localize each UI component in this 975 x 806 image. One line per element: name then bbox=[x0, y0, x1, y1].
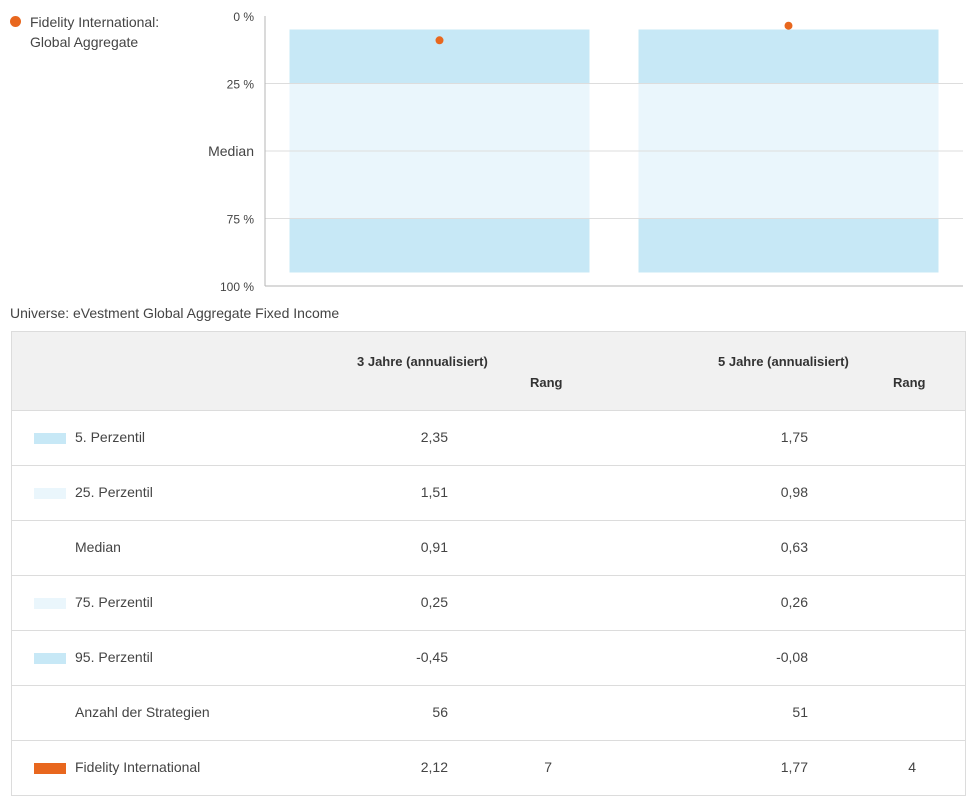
table-row: Fidelity International 2,12 7 1,77 4 bbox=[12, 741, 965, 796]
row-value-3y: 2,12 bbox=[420, 759, 448, 775]
row-label: Median bbox=[75, 539, 121, 555]
table-row: Anzahl der Strategien 56 51 bbox=[12, 686, 965, 741]
row-swatch bbox=[34, 488, 66, 499]
row-value-3y: 0,91 bbox=[420, 539, 448, 555]
row-value-3y: 1,51 bbox=[420, 484, 448, 500]
row-label: Anzahl der Strategien bbox=[75, 704, 210, 720]
universe-label: Universe: eVestment Global Aggregate Fix… bbox=[10, 305, 340, 321]
row-label: Fidelity International bbox=[75, 759, 201, 775]
row-value-5y: 0,26 bbox=[780, 594, 808, 610]
y-tick-label: Median bbox=[208, 143, 254, 159]
header-period-5y: 5 Jahre (annualisiert) bbox=[718, 354, 849, 369]
header-period-3y: 3 Jahre (annualisiert) bbox=[357, 354, 488, 369]
fidelity-point-2 bbox=[784, 21, 793, 30]
row-value-5y: 1,75 bbox=[780, 429, 808, 445]
table-row: 5. Perzentil 2,35 1,75 bbox=[12, 411, 965, 466]
y-tick-label: 75 % bbox=[227, 213, 255, 227]
row-value-3y: 2,35 bbox=[420, 429, 448, 445]
chart-legend: Fidelity International: Global Aggregate bbox=[10, 12, 190, 52]
row-value-5y: 0,63 bbox=[780, 539, 808, 555]
row-swatch bbox=[34, 598, 66, 609]
table-body: 5. Perzentil 2,35 1,75 25. Perzentil 1,51 0,9… bbox=[12, 411, 965, 796]
row-value-5y: 51 bbox=[792, 704, 808, 720]
row-value-3y: -0,45 bbox=[416, 649, 448, 665]
row-swatch bbox=[34, 653, 66, 664]
row-swatch bbox=[34, 433, 66, 444]
row-value-5y: 1,77 bbox=[780, 759, 808, 775]
row-label: 25. Perzentil bbox=[75, 484, 153, 500]
row-label: 5. Perzentil bbox=[75, 429, 146, 445]
row-rank-5y: 4 bbox=[908, 759, 916, 775]
y-tick-label: 0 % bbox=[233, 10, 254, 24]
row-label: 95. Perzentil bbox=[75, 649, 153, 665]
row-swatch bbox=[34, 763, 66, 774]
row-label: 75. Perzentil bbox=[75, 594, 153, 610]
table-row: 75. Perzentil 0,25 0,26 bbox=[12, 576, 965, 631]
header-rank-3y: Rang bbox=[530, 375, 563, 390]
y-tick-label: 100 % bbox=[220, 280, 254, 294]
percentile-chart: 0 % 25 % Median 75 % 100 % bbox=[208, 10, 963, 294]
row-value-3y: 0,25 bbox=[420, 594, 448, 610]
table-row: 95. Perzentil -0,45 -0,08 bbox=[12, 631, 965, 686]
percentile-table: 3 Jahre (annualisiert) Rang 5 Jahre (ann… bbox=[11, 331, 966, 796]
header-rank-5y: Rang bbox=[893, 375, 926, 390]
table-header: 3 Jahre (annualisiert) Rang 5 Jahre (ann… bbox=[12, 332, 965, 411]
fidelity-point-1 bbox=[435, 36, 444, 45]
legend-label-line1: Fidelity International: bbox=[30, 14, 160, 30]
table-row: Median 0,91 0,63 bbox=[12, 521, 965, 576]
row-value-5y: -0,08 bbox=[776, 649, 808, 665]
fidelity-legend-dot bbox=[10, 16, 21, 27]
row-rank-3y: 7 bbox=[544, 759, 552, 775]
row-value-3y: 56 bbox=[432, 704, 448, 720]
legend-label: Fidelity International: Global Aggregate bbox=[30, 12, 190, 52]
y-tick-label: 25 % bbox=[227, 78, 255, 92]
legend-label-line2: Global Aggregate bbox=[30, 34, 139, 50]
table-row: 25. Perzentil 1,51 0,98 bbox=[12, 466, 965, 521]
row-value-5y: 0,98 bbox=[780, 484, 808, 500]
